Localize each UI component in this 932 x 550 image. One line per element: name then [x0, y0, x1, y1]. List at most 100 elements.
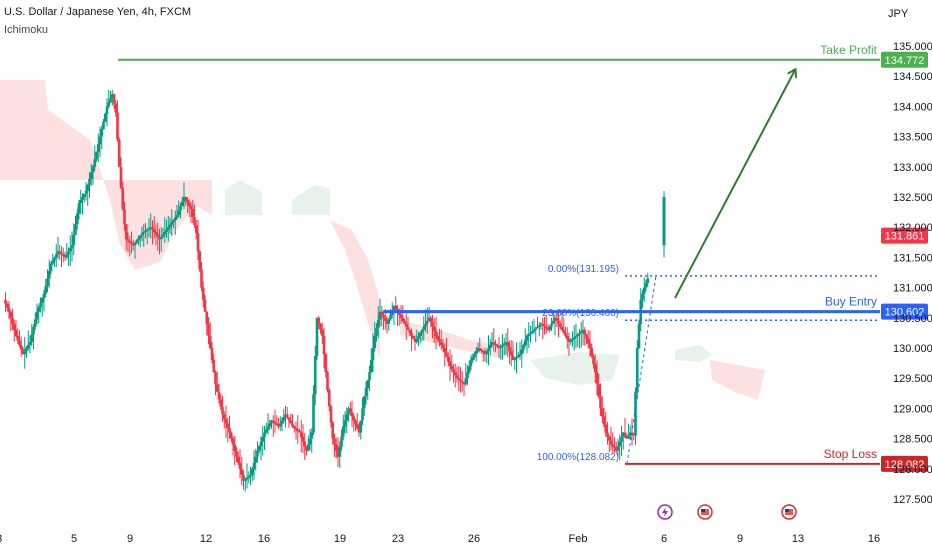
candle-body — [44, 286, 48, 294]
candle-body — [460, 381, 464, 383]
candle-body — [518, 354, 522, 356]
candle-body — [170, 222, 174, 225]
candle-body — [511, 355, 515, 361]
candle-body — [35, 311, 39, 320]
y-tick-label: 131.000 — [893, 283, 932, 295]
candle-body — [322, 335, 326, 355]
candle-body — [235, 450, 238, 457]
candle-body — [240, 468, 244, 475]
candle-body — [532, 329, 536, 332]
ichimoku-cloud — [0, 80, 765, 400]
candle-body — [89, 172, 93, 179]
candle-body — [305, 446, 308, 451]
candle-body — [478, 348, 482, 350]
level-price-label: 130.602 — [885, 307, 925, 319]
candle-body — [362, 396, 366, 409]
candle-body — [427, 317, 431, 321]
candle-body — [574, 335, 578, 338]
y-tick-label: 129.500 — [893, 373, 932, 385]
candle-body — [562, 329, 566, 333]
candle-body — [119, 166, 123, 188]
candle-body — [445, 352, 448, 358]
candle-body — [133, 242, 137, 246]
candle-body — [23, 351, 27, 355]
fib-label: 100.00%(128.082) — [537, 452, 619, 463]
candle-body — [569, 340, 573, 342]
y-tick-label: 134.500 — [893, 71, 932, 83]
candle-body — [224, 418, 228, 424]
candle-body — [340, 436, 343, 447]
candle-body — [219, 399, 223, 407]
fib-trend-line — [626, 275, 657, 464]
candle-body — [158, 236, 161, 240]
candle-body — [490, 341, 494, 345]
candle-body — [378, 311, 382, 320]
candle-body — [338, 446, 342, 457]
candle-body — [452, 369, 455, 373]
candle-body — [446, 357, 450, 362]
candle-body — [88, 178, 91, 185]
x-tick-label: 5 — [71, 533, 77, 545]
candle-body — [585, 334, 588, 339]
candle-body — [107, 102, 111, 107]
candle-body — [513, 358, 517, 361]
candle-body — [259, 441, 263, 447]
candle-body — [93, 159, 97, 167]
candle-body — [343, 420, 347, 427]
x-tick-label: 2023 — [0, 533, 2, 545]
candle-body — [65, 254, 69, 258]
cloud-segment-0 — [0, 80, 212, 270]
candle-body — [616, 446, 620, 451]
candle-body — [264, 429, 268, 433]
level-price-box — [881, 51, 928, 68]
candle-body — [138, 235, 142, 239]
candle-body — [320, 329, 324, 336]
candle-body — [364, 388, 368, 397]
candle-body — [459, 379, 462, 382]
candle-body — [592, 356, 595, 365]
candle-body — [130, 242, 133, 244]
lightning-icon-glyph — [662, 507, 668, 517]
candle-body — [187, 203, 191, 207]
candle-body — [553, 317, 557, 321]
candle-body — [42, 293, 46, 299]
candle-body — [333, 438, 336, 445]
candle-body — [273, 421, 277, 424]
candle-body — [366, 380, 370, 389]
candle-body — [147, 228, 151, 230]
candle-body — [537, 325, 541, 327]
candle-body — [95, 151, 98, 160]
candle-body — [550, 323, 553, 327]
candle-body — [317, 317, 321, 324]
candle-body — [488, 344, 492, 348]
candle-body — [425, 320, 429, 324]
candle-body — [278, 423, 282, 427]
candle-body — [233, 444, 237, 451]
candle-body — [422, 326, 426, 330]
candle-body — [564, 332, 567, 336]
candle-body — [606, 432, 609, 437]
candle-body — [198, 251, 202, 270]
candle-body — [159, 236, 163, 240]
candle-body — [70, 245, 74, 249]
candle-body — [462, 382, 466, 385]
candle-body — [77, 203, 81, 214]
candle-body — [110, 94, 114, 99]
candle-body — [455, 375, 459, 379]
candle-body — [469, 360, 473, 367]
candle-body — [504, 341, 508, 344]
candle-body — [420, 329, 424, 333]
candle-body — [145, 229, 149, 231]
candle-body — [588, 343, 592, 348]
candle-body — [11, 317, 14, 324]
candle-body — [448, 361, 452, 367]
candle-body — [165, 229, 168, 233]
candle-body — [515, 357, 518, 359]
candle-body — [410, 332, 413, 336]
candle-body — [243, 479, 247, 481]
candle-body — [438, 338, 441, 342]
candle-body — [557, 320, 560, 324]
candle-body — [9, 311, 13, 318]
candle-body — [16, 335, 20, 341]
